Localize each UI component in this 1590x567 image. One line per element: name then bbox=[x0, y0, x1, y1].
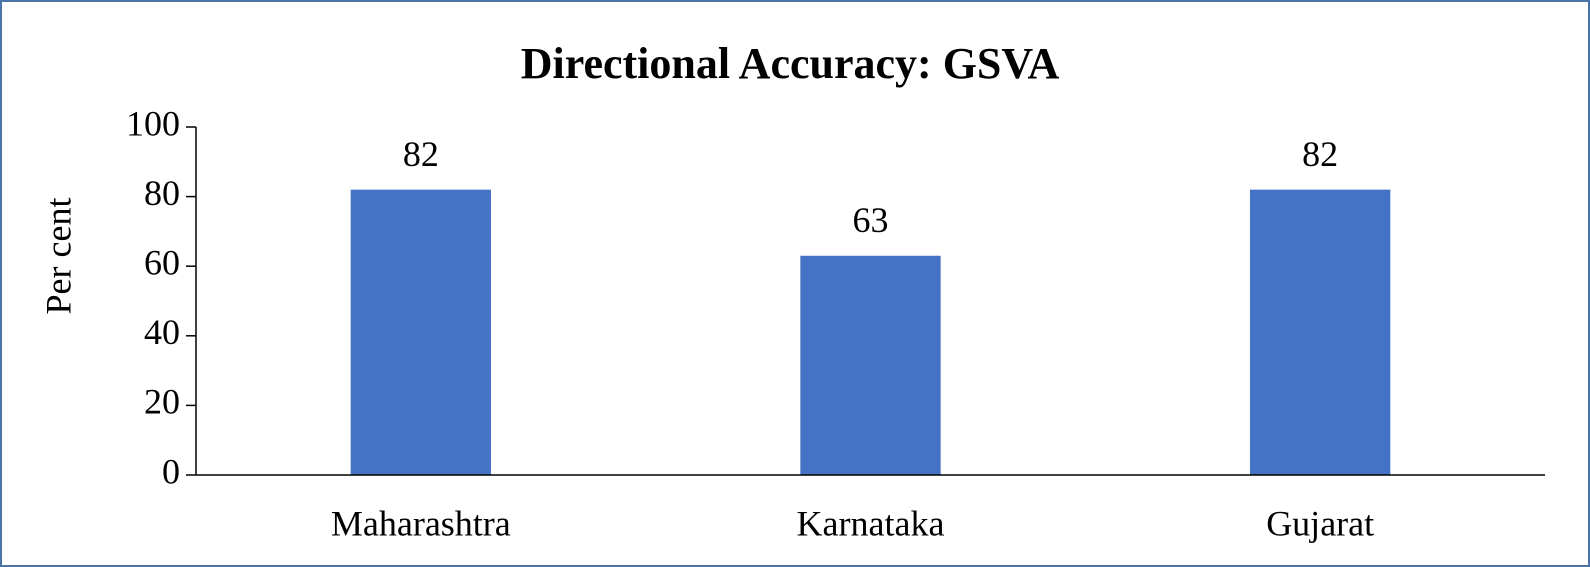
y-tick-label: 80 bbox=[144, 173, 180, 213]
data-label: 82 bbox=[403, 134, 439, 174]
y-tick-label: 100 bbox=[126, 103, 180, 143]
y-tick-label: 0 bbox=[162, 451, 180, 491]
bar bbox=[800, 255, 941, 475]
bar bbox=[350, 189, 491, 475]
y-tick-label: 20 bbox=[144, 382, 180, 422]
y-tick-label: 40 bbox=[144, 312, 180, 352]
x-tick-label: Maharashtra bbox=[331, 503, 511, 543]
y-axis-label: Per cent bbox=[38, 198, 78, 315]
chart-title: Directional Accuracy: GSVA bbox=[521, 39, 1060, 88]
y-tick-label: 60 bbox=[144, 242, 180, 282]
data-label: 82 bbox=[1302, 134, 1338, 174]
x-tick-label: Karnataka bbox=[797, 503, 945, 543]
bar bbox=[1250, 189, 1391, 475]
data-label: 63 bbox=[853, 200, 889, 240]
x-tick-label: Gujarat bbox=[1266, 503, 1374, 543]
